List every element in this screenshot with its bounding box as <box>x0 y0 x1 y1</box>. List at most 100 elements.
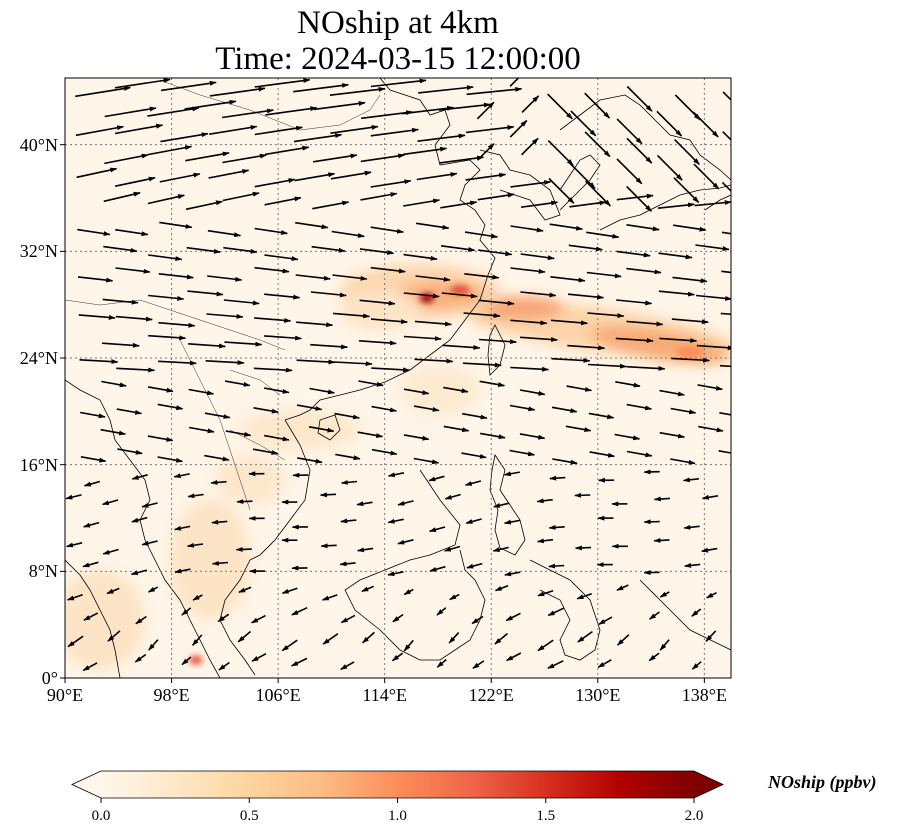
wind-vector-arrow <box>370 179 412 188</box>
lat-tick-label: 32°N <box>19 241 58 261</box>
wind-vector-arrow <box>653 537 670 543</box>
wind-vector-arrow <box>656 154 683 181</box>
wind-vector-arrow <box>174 525 191 531</box>
wind-vector-arrow <box>658 290 695 297</box>
wind-vector-arrow <box>547 660 564 670</box>
wind-vector-arrow <box>115 267 151 274</box>
colorbar-max-extend <box>694 771 723 798</box>
wind-vector-arrow <box>158 360 197 366</box>
wind-vector-arrow <box>148 294 185 301</box>
wind-vector-arrow <box>472 660 485 670</box>
wind-vector-arrow <box>503 471 521 477</box>
wind-vector-arrow <box>254 78 311 88</box>
wind-vector-arrow <box>209 86 266 97</box>
wind-vector-arrow <box>670 458 696 465</box>
wind-vector-arrow <box>340 518 357 524</box>
wind-vector-arrow <box>295 221 329 230</box>
wind-vector-arrow <box>148 334 187 341</box>
wind-vector-arrow <box>537 639 554 652</box>
wind-vector-arrow <box>428 526 446 533</box>
wind-vector-arrow <box>103 245 138 253</box>
wind-vector-arrow <box>626 320 664 327</box>
wind-vector-arrow <box>478 299 515 306</box>
wind-vector-arrow <box>413 457 440 465</box>
wind-vector-arrow <box>158 273 194 280</box>
wind-vector-arrow <box>403 434 430 441</box>
wind-vector-arrow <box>77 228 111 236</box>
wind-vector-arrow <box>134 653 147 663</box>
wind-vector-arrow <box>462 412 488 420</box>
wind-vector-arrow <box>438 102 491 111</box>
lon-tick-label: 122°E <box>468 685 514 705</box>
wind-vector-arrow <box>131 474 148 480</box>
wind-vector-arrow <box>671 357 711 363</box>
colorbar-gradient <box>101 771 694 798</box>
wind-vector-arrow <box>519 389 546 396</box>
wind-vector-arrow <box>356 501 373 507</box>
wind-vector-arrow <box>671 318 709 325</box>
wind-vector-arrow <box>360 192 398 201</box>
wind-vector-arrow <box>577 630 593 643</box>
wind-vector-arrow <box>510 180 552 188</box>
wind-vector-arrow <box>320 543 337 549</box>
wind-vector-arrow <box>567 344 606 351</box>
wind-vector-arrow <box>537 589 554 597</box>
wind-vector-arrow <box>82 662 98 672</box>
wind-vector-arrow <box>312 153 358 163</box>
wind-vector-arrow <box>296 321 334 328</box>
wind-vector-arrow <box>264 196 302 206</box>
wind-vector-arrow <box>80 456 107 463</box>
wind-vector-arrow <box>626 224 660 232</box>
wind-vector-arrow <box>550 319 588 326</box>
wind-vector-arrow <box>264 335 303 341</box>
wind-vector-arrow <box>265 106 318 116</box>
wind-vector-arrow <box>312 200 350 210</box>
wind-vector-arrow <box>254 178 296 188</box>
wind-vector-arrow <box>77 276 114 283</box>
wind-vector-arrow <box>520 253 555 261</box>
wind-vector-arrow <box>253 367 293 373</box>
wind-vector-arrow <box>616 299 653 306</box>
wind-vector-arrow <box>565 425 592 433</box>
wind-vector-arrow <box>649 611 660 620</box>
wind-vector-arrow <box>147 586 159 593</box>
wind-vector-arrow <box>684 562 701 568</box>
wind-vector-arrow <box>574 492 591 498</box>
wind-vector-arrow <box>157 456 184 463</box>
wind-vector-arrow <box>509 404 536 412</box>
wind-vector-arrow <box>222 153 267 164</box>
wind-vector-arrow <box>413 405 440 412</box>
wind-vector-arrow <box>464 273 500 280</box>
wind-vector-arrow <box>493 502 510 508</box>
wind-vector-arrow <box>403 253 438 261</box>
wind-vector-arrow <box>521 137 539 156</box>
wind-vector-arrow <box>659 431 686 439</box>
wind-vector-arrow <box>549 223 583 231</box>
wind-vector-arrow <box>696 294 731 301</box>
wind-vector-arrow <box>222 191 260 202</box>
wind-vector-arrow <box>387 571 404 577</box>
wind-vector-arrow <box>691 661 702 670</box>
wind-vector-arrow <box>148 254 183 262</box>
wind-vector-arrow <box>429 565 446 572</box>
wind-vector-arrow <box>80 411 106 419</box>
wind-vector-arrow <box>598 616 613 626</box>
wind-vector-arrow <box>403 292 440 299</box>
wind-vector-arrow <box>254 227 288 235</box>
wind-vector-arrow <box>204 412 231 419</box>
wind-vector-arrow <box>235 547 252 552</box>
wind-vector-arrow <box>415 222 450 230</box>
wind-vector-arrow <box>101 342 140 348</box>
lat-tick-label: 40°N <box>19 135 58 155</box>
wind-vector-arrow <box>449 593 460 601</box>
wind-vector-arrow <box>403 639 414 652</box>
wind-vector-arrow <box>616 634 630 646</box>
wind-vector-arrow <box>101 380 127 388</box>
wind-vector-arrow <box>616 118 643 145</box>
wind-vector-arrow <box>672 276 708 284</box>
wind-vector-arrow <box>135 615 147 625</box>
wind-vector-arrow <box>697 384 723 391</box>
wind-vector-arrow <box>296 359 336 365</box>
wind-vector-arrow <box>159 172 201 183</box>
wind-vector-arrow <box>141 502 158 508</box>
